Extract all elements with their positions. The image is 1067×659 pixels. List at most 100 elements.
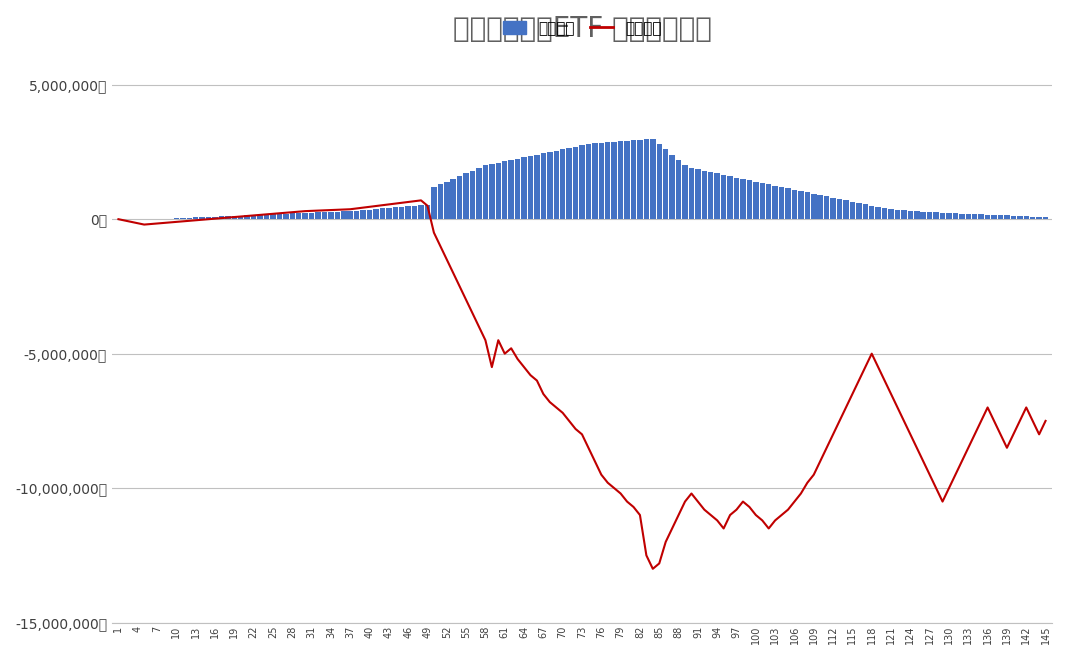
Bar: [618, 141, 623, 219]
Bar: [399, 207, 404, 219]
Bar: [264, 214, 269, 219]
Bar: [856, 203, 861, 219]
Bar: [380, 208, 385, 219]
Bar: [966, 214, 971, 219]
Bar: [193, 217, 198, 219]
Bar: [972, 214, 977, 219]
Bar: [650, 138, 655, 219]
Bar: [554, 151, 559, 219]
Bar: [1017, 216, 1022, 219]
Bar: [881, 208, 888, 219]
Bar: [560, 150, 566, 219]
Bar: [978, 214, 984, 219]
Bar: [469, 171, 475, 219]
Bar: [335, 212, 340, 219]
Bar: [270, 214, 275, 219]
Bar: [567, 148, 572, 219]
Bar: [457, 176, 462, 219]
Bar: [482, 165, 489, 219]
Bar: [682, 165, 688, 219]
Bar: [927, 212, 933, 219]
Bar: [573, 146, 578, 219]
Bar: [734, 177, 739, 219]
Bar: [212, 217, 218, 219]
Bar: [547, 152, 553, 219]
Bar: [425, 205, 430, 219]
Bar: [450, 179, 456, 219]
Bar: [740, 179, 746, 219]
Bar: [361, 210, 366, 219]
Bar: [1042, 217, 1048, 219]
Bar: [715, 173, 720, 219]
Bar: [792, 190, 797, 219]
Bar: [535, 155, 540, 219]
Bar: [232, 216, 237, 219]
Bar: [611, 142, 617, 219]
Bar: [805, 192, 810, 219]
Bar: [431, 187, 436, 219]
Bar: [656, 144, 662, 219]
Bar: [393, 208, 398, 219]
Bar: [289, 214, 294, 219]
Bar: [849, 202, 855, 219]
Bar: [695, 169, 701, 219]
Bar: [200, 217, 205, 219]
Bar: [747, 180, 752, 219]
Bar: [953, 214, 958, 219]
Bar: [753, 181, 759, 219]
Bar: [1023, 216, 1029, 219]
Bar: [225, 216, 230, 219]
Bar: [329, 212, 334, 219]
Bar: [902, 210, 907, 219]
Bar: [418, 205, 424, 219]
Bar: [921, 212, 926, 219]
Bar: [889, 209, 894, 219]
Bar: [908, 211, 913, 219]
Bar: [663, 150, 668, 219]
Bar: [862, 204, 869, 219]
Bar: [315, 212, 321, 219]
Bar: [817, 195, 823, 219]
Bar: [702, 171, 707, 219]
Bar: [1036, 217, 1041, 219]
Bar: [728, 176, 733, 219]
Bar: [437, 185, 443, 219]
Legend: 実現損益, 評価損益: 実現損益, 評価損益: [496, 14, 667, 42]
Bar: [367, 210, 372, 219]
Bar: [257, 215, 262, 219]
Title: トライオートETF 週別運用実績: トライオートETF 週別運用実績: [452, 15, 712, 43]
Bar: [869, 206, 875, 219]
Bar: [296, 213, 302, 219]
Bar: [463, 173, 468, 219]
Bar: [824, 196, 829, 219]
Bar: [302, 213, 308, 219]
Bar: [308, 213, 315, 219]
Bar: [669, 155, 674, 219]
Bar: [688, 168, 695, 219]
Bar: [283, 214, 288, 219]
Bar: [721, 175, 727, 219]
Bar: [708, 172, 714, 219]
Bar: [895, 210, 901, 219]
Bar: [773, 186, 778, 219]
Bar: [322, 212, 328, 219]
Bar: [276, 214, 282, 219]
Bar: [1004, 215, 1009, 219]
Bar: [599, 143, 604, 219]
Bar: [760, 183, 765, 219]
Bar: [174, 218, 179, 219]
Bar: [509, 160, 514, 219]
Bar: [373, 209, 379, 219]
Bar: [405, 206, 411, 219]
Bar: [785, 188, 791, 219]
Bar: [631, 140, 636, 219]
Bar: [180, 218, 186, 219]
Bar: [643, 139, 649, 219]
Bar: [592, 144, 598, 219]
Bar: [412, 206, 417, 219]
Bar: [985, 215, 990, 219]
Bar: [495, 163, 501, 219]
Bar: [830, 198, 835, 219]
Bar: [998, 215, 1003, 219]
Bar: [624, 140, 630, 219]
